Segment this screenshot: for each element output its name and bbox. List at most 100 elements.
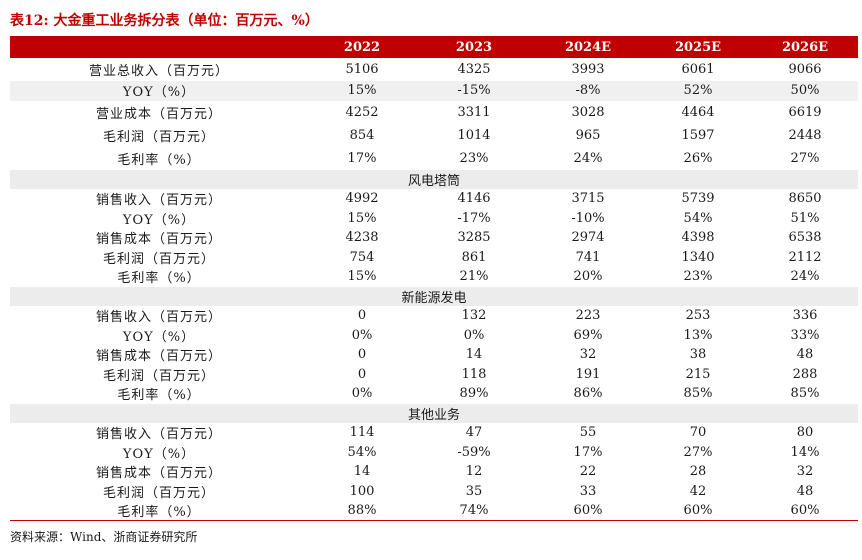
value-cell: 2448 <box>788 127 822 143</box>
value-cell: 38 <box>689 347 707 363</box>
row-label: 销售成本（百万元） <box>95 466 222 482</box>
table-row: 毛利润（百万元） 0 118 191 215 288 <box>10 365 858 385</box>
value-cell: 17% <box>347 150 377 166</box>
value-cell: 741 <box>575 249 601 265</box>
value-cell: 86% <box>573 386 603 402</box>
value-cell: 0% <box>463 327 485 343</box>
value-cell: 253 <box>685 308 711 324</box>
row-label: YOY（%） <box>122 329 196 345</box>
row-label: 毛利率（%） <box>117 505 201 521</box>
value-cell: 20% <box>573 269 603 285</box>
table-row: 毛利润（百万元） 100 35 33 42 48 <box>10 482 858 502</box>
value-cell: 5739 <box>681 191 715 207</box>
value-cell: 3285 <box>457 230 491 246</box>
section-row: 风电塔筒 <box>10 169 858 189</box>
value-cell: 23% <box>683 269 713 285</box>
value-cell: 0 <box>357 347 367 363</box>
value-cell: 26% <box>683 150 713 166</box>
value-cell: 861 <box>461 249 487 265</box>
value-cell: 4325 <box>457 62 491 77</box>
value-cell: 0% <box>351 327 373 343</box>
value-cell: 1597 <box>681 127 715 143</box>
value-cell: 60% <box>790 503 820 519</box>
table-row: 销售成本（百万元） 0 14 32 38 48 <box>10 345 858 365</box>
value-cell: -8% <box>532 81 644 101</box>
value-cell: 21% <box>459 269 489 285</box>
table-row: 营业总收入（百万元） 5106 4325 3993 6061 9066 <box>10 58 858 81</box>
value-cell: 14 <box>465 347 483 363</box>
header-cell-2023: 2023 <box>416 36 532 58</box>
value-cell: 6538 <box>788 230 822 246</box>
value-cell: 27% <box>683 444 713 460</box>
value-cell: 4238 <box>345 230 379 246</box>
value-cell: -10% <box>571 210 605 226</box>
value-cell: 6619 <box>788 104 822 120</box>
value-cell: 54% <box>683 210 713 226</box>
table-row: YOY（%） 15% -17% -10% 54% 51% <box>10 209 858 229</box>
table-row: 毛利率（%） 15% 21% 20% 23% 24% <box>10 267 858 287</box>
value-cell: -17% <box>457 210 491 226</box>
header-cell-2026e: 2026E <box>752 36 858 58</box>
section-row: 新能源发电 <box>10 286 858 306</box>
value-cell: 60% <box>573 503 603 519</box>
value-cell: 0 <box>357 366 367 382</box>
row-label: 销售成本（百万元） <box>95 349 222 365</box>
row-label: 毛利润（百万元） <box>102 129 215 145</box>
value-cell: 100 <box>349 483 375 499</box>
section-label: 新能源发电 <box>10 286 858 306</box>
value-cell: 754 <box>349 249 375 265</box>
table-row: 毛利率（%） 0% 89% 86% 85% 85% <box>10 384 858 404</box>
value-cell: 15% <box>308 81 416 101</box>
value-cell: 854 <box>349 127 375 143</box>
value-cell: 9066 <box>788 62 822 77</box>
table-row: 毛利率（%） 17% 23% 24% 26% 27% <box>10 147 858 170</box>
table-row: 毛利率（%） 88% 74% 60% 60% 60% <box>10 501 858 521</box>
row-label: 销售收入（百万元） <box>95 427 222 443</box>
value-cell: 1014 <box>457 127 491 143</box>
value-cell: 1340 <box>681 249 715 265</box>
value-cell: 3715 <box>571 191 605 207</box>
row-label: YOY（%） <box>10 81 308 101</box>
table-row: 销售收入（百万元） 4992 4146 3715 5739 8650 <box>10 189 858 209</box>
value-cell: 48 <box>796 483 814 499</box>
row-label: 毛利润（百万元） <box>102 368 215 384</box>
value-cell: 70 <box>689 425 707 441</box>
value-cell: 48 <box>796 347 814 363</box>
value-cell: 4464 <box>681 104 715 120</box>
value-cell: 6061 <box>681 62 715 77</box>
header-cell-2024e: 2024E <box>532 36 644 58</box>
value-cell: -15% <box>416 81 532 101</box>
value-cell: 288 <box>792 366 818 382</box>
table-row: YOY（%） 0% 0% 69% 13% 33% <box>10 326 858 346</box>
source-note: 资料来源：Wind、浙商证券研究所 <box>10 530 198 544</box>
value-cell: 23% <box>459 150 489 166</box>
value-cell: 17% <box>573 444 603 460</box>
value-cell: 32 <box>796 464 814 480</box>
table-row: 销售成本（百万元） 4238 3285 2974 4398 6538 <box>10 228 858 248</box>
value-cell: 3993 <box>571 62 605 77</box>
value-cell: 14 <box>353 464 371 480</box>
table-row: YOY（%） 15% -15% -8% 52% 50% <box>10 81 858 101</box>
value-cell: 114 <box>349 425 375 441</box>
value-cell: 15% <box>347 210 377 226</box>
value-cell: 35 <box>465 483 483 499</box>
value-cell: 336 <box>792 308 818 324</box>
value-cell: 5106 <box>345 62 379 77</box>
value-cell: 8650 <box>788 191 822 207</box>
value-cell: 27% <box>790 150 820 166</box>
value-cell: 3028 <box>571 104 605 120</box>
table-row: 毛利润（百万元） 854 1014 965 1597 2448 <box>10 124 858 147</box>
table-bottom-rule <box>10 520 858 521</box>
value-cell: 42 <box>689 483 707 499</box>
value-cell: 965 <box>575 127 601 143</box>
row-label: YOY（%） <box>122 212 196 228</box>
value-cell: 12 <box>465 464 483 480</box>
value-cell: 0% <box>351 386 373 402</box>
section-label: 其他业务 <box>10 403 858 423</box>
table-title: 表12: 大金重工业务拆分表（单位：百万元、%） <box>10 13 319 29</box>
value-cell: 51% <box>790 210 820 226</box>
value-cell: 3311 <box>457 104 491 120</box>
value-cell: -59% <box>457 444 491 460</box>
row-label: 毛利润（百万元） <box>102 485 215 501</box>
header-cell-2025e: 2025E <box>644 36 752 58</box>
